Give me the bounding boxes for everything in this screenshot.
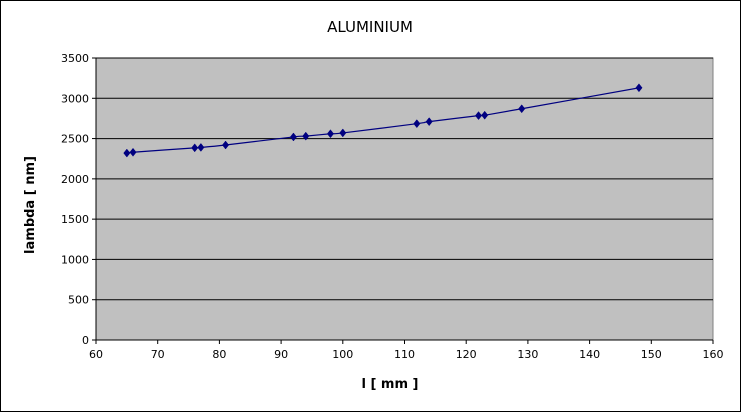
data-point-marker	[123, 148, 131, 158]
data-point-marker	[635, 83, 643, 93]
y-tick-label: 2500	[61, 133, 89, 146]
x-tick-label: 70	[151, 348, 165, 361]
y-tick-label: 3500	[61, 52, 89, 65]
data-point-marker	[191, 143, 199, 153]
x-tick-label: 160	[703, 348, 724, 361]
x-tick-label: 90	[274, 348, 288, 361]
data-point-marker	[302, 131, 310, 141]
y-tick-label: 500	[68, 294, 89, 307]
grid-lines	[92, 57, 714, 344]
data-point-marker	[425, 117, 433, 127]
x-tick-label: 110	[394, 348, 415, 361]
y-tick-label: 0	[82, 334, 89, 347]
y-tick-label: 1500	[61, 213, 89, 226]
data-point-marker	[518, 104, 526, 114]
y-tick-label: 3000	[61, 92, 89, 105]
x-tick-labels: 60 70 80 90 100 110 120 130 140 150 160	[89, 348, 724, 361]
x-tick-label: 120	[456, 348, 477, 361]
data-point-marker	[475, 111, 483, 121]
data-point-marker	[413, 119, 421, 129]
y-axis-title: lambda [ nm]	[23, 156, 38, 254]
data-point-marker	[289, 132, 297, 142]
data-point-marker	[222, 140, 230, 150]
x-tick-label: 140	[579, 348, 600, 361]
data-point-marker	[326, 129, 334, 139]
data-point-marker	[481, 110, 489, 120]
x-tick-label: 80	[212, 348, 226, 361]
plot-area	[95, 57, 714, 341]
data-point-marker	[129, 147, 137, 157]
data-point-marker	[197, 143, 205, 152]
data-point-marker	[339, 128, 347, 138]
chart-title: ALUMINIUM	[327, 18, 413, 36]
y-tick-label: 2000	[61, 173, 89, 186]
x-tick-label: 100	[332, 348, 353, 361]
y-tick-label: 1000	[61, 253, 89, 266]
y-tick-labels: 0 500 1000 1500 2000 2500 3000 3500	[61, 52, 89, 347]
x-axis-title: l [ mm ]	[361, 377, 418, 392]
x-tick-label: 130	[517, 348, 538, 361]
x-tick-label: 60	[89, 348, 103, 361]
data-series	[123, 83, 643, 158]
x-tick-label: 150	[641, 348, 662, 361]
